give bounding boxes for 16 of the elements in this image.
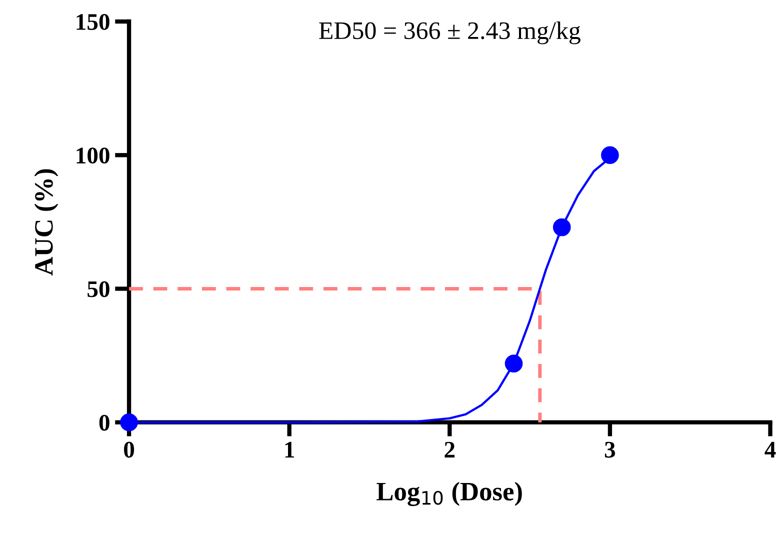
point (601, 146, 619, 164)
chart-title: ED50 = 366 ± 2.43 mg/kg (319, 22, 580, 44)
y-tick-label: 0 (99, 414, 110, 431)
x-axis-title: Log$_{10}$ (Dose) (376, 482, 522, 506)
x-tick-label: 3 (604, 442, 616, 458)
y-tick-label: 100 (76, 148, 110, 164)
y-tick-label: 150 (76, 14, 110, 30)
x-tick-label: 2 (444, 442, 455, 458)
point (552, 218, 571, 236)
point (120, 413, 138, 432)
x-tick-label: 0 (124, 442, 134, 458)
x-tick-label: 1 (285, 442, 294, 458)
point (504, 354, 523, 372)
x-tick-label: 4 (764, 442, 776, 458)
y-tick-label: 50 (88, 281, 110, 298)
y-axis-title: AUC (%) (34, 169, 58, 276)
